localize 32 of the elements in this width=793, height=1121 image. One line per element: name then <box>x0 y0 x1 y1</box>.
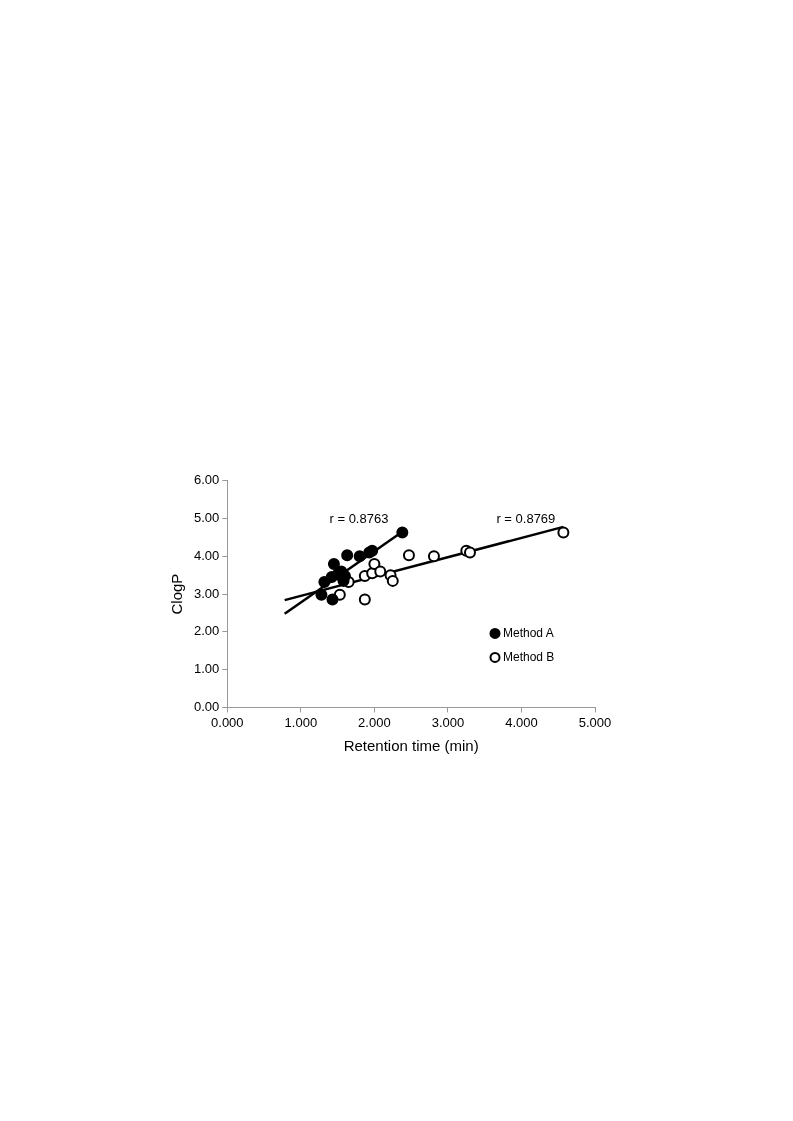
x-axis-title: Retention time (min) <box>343 737 479 755</box>
y-tick-label: 0.00 <box>193 698 220 714</box>
x-tick-label: 2.000 <box>358 714 391 730</box>
y-tick-label: 2.00 <box>193 623 220 639</box>
point <box>427 550 440 563</box>
x-tick-label: 1.000 <box>284 714 318 730</box>
point <box>402 549 415 562</box>
point <box>326 593 339 606</box>
point <box>374 565 387 578</box>
x-tick-label: 0.000 <box>211 714 244 730</box>
y-tick-label: 4.00 <box>193 547 220 563</box>
legend-label: Method A <box>503 625 554 640</box>
y-tick-label: 1.00 <box>193 661 220 677</box>
x-tick-label: 3.000 <box>431 714 465 730</box>
point <box>358 593 371 606</box>
x-tick-label: 5.000 <box>578 714 612 730</box>
y-axis-title: ClogP <box>168 573 186 615</box>
annotation: r = 0.8769 <box>496 510 556 526</box>
point <box>341 549 354 562</box>
y-tick-label: 6.00 <box>193 472 220 488</box>
y-tick-label: 3.00 <box>193 585 220 601</box>
point <box>327 557 340 570</box>
point <box>386 574 399 587</box>
point <box>396 526 409 539</box>
y-tick-label: 5.00 <box>193 510 220 526</box>
annotation: r = 0.8763 <box>329 510 389 526</box>
point <box>557 526 570 539</box>
legend-label: Method B <box>503 649 555 664</box>
x-tick-label: 4.000 <box>505 714 538 730</box>
point <box>368 557 381 570</box>
point <box>315 588 328 601</box>
point <box>353 550 366 563</box>
